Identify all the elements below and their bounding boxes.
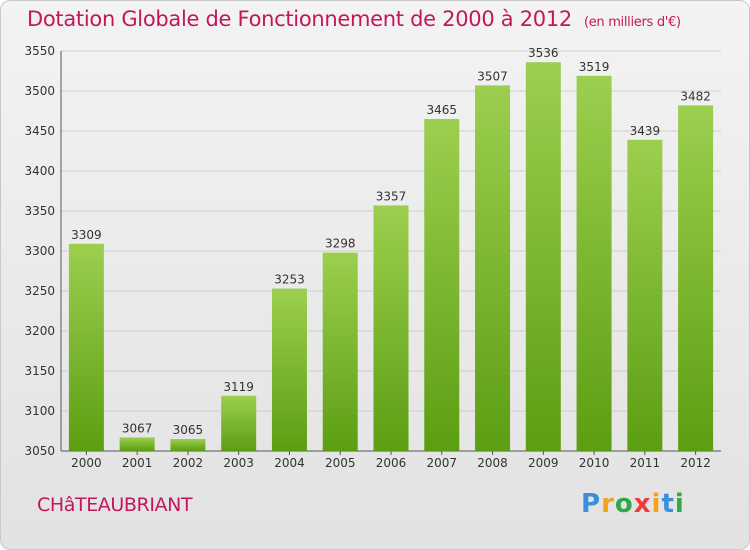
y-tick-label: 3050 bbox=[24, 444, 55, 458]
bar bbox=[576, 75, 612, 452]
x-tick-label: 2005 bbox=[325, 456, 356, 470]
logo-letter: P bbox=[581, 489, 602, 519]
bar bbox=[68, 243, 104, 451]
logo-letter: i bbox=[674, 489, 685, 519]
bar-value-label: 3507 bbox=[477, 69, 508, 83]
title-unit: (en milliers d'€) bbox=[583, 15, 681, 30]
y-tick-label: 3450 bbox=[24, 124, 55, 138]
bar-value-label: 3119 bbox=[223, 380, 254, 394]
bar-value-label: 3357 bbox=[376, 189, 407, 203]
y-tick-label: 3500 bbox=[24, 84, 55, 98]
chart-title: Dotation Globale de Fonctionnement de 20… bbox=[27, 7, 681, 31]
bar-value-label: 3482 bbox=[680, 89, 711, 103]
logo-letter: t bbox=[661, 489, 675, 519]
bar-value-label: 3439 bbox=[630, 124, 661, 138]
bar bbox=[221, 395, 257, 451]
x-tick-label: 2011 bbox=[630, 456, 661, 470]
y-tick-label: 3100 bbox=[24, 404, 55, 418]
bar bbox=[424, 119, 460, 451]
y-tick-label: 3200 bbox=[24, 324, 55, 338]
y-tick-labels: 3050 3100 3150 3200 3250 3300 3350 3400 3450 3500… bbox=[24, 44, 55, 458]
bar-value-label: 3519 bbox=[579, 60, 610, 74]
bar bbox=[475, 85, 511, 452]
bar bbox=[627, 139, 663, 452]
bar bbox=[322, 252, 358, 451]
x-tick-label: 2006 bbox=[376, 456, 407, 470]
x-tick-label: 2008 bbox=[477, 456, 508, 470]
logo-letter: r bbox=[601, 489, 615, 519]
y-tick-label: 3350 bbox=[24, 204, 55, 218]
bar-value-label: 3298 bbox=[325, 237, 356, 251]
y-tick-label: 3400 bbox=[24, 164, 55, 178]
bar bbox=[525, 62, 561, 451]
bar bbox=[678, 105, 714, 452]
value-labels: 3309 3067 3065 3119 3253 3298 3357 3465 3507 3536… bbox=[71, 46, 711, 437]
x-tick-label: 2003 bbox=[223, 456, 254, 470]
logo-letter: o bbox=[614, 489, 634, 519]
city-name: CHâTEAUBRIANT bbox=[37, 494, 193, 516]
x-tick-label: 2007 bbox=[426, 456, 457, 470]
bar bbox=[373, 205, 409, 451]
x-tick-label: 2001 bbox=[122, 456, 153, 470]
y-tick-label: 3300 bbox=[24, 244, 55, 258]
x-tick-label: 2012 bbox=[680, 456, 711, 470]
bars bbox=[68, 62, 714, 452]
y-tick-label: 3150 bbox=[24, 364, 55, 378]
title-text: Dotation Globale de Fonctionnement de 20… bbox=[27, 7, 572, 31]
bar-value-label: 3465 bbox=[426, 103, 457, 117]
proxiti-logo: Proxiti bbox=[581, 489, 685, 519]
x-tick-label: 2004 bbox=[274, 456, 305, 470]
bar-value-label: 3067 bbox=[122, 421, 153, 435]
bar bbox=[170, 439, 206, 451]
bar-value-label: 3065 bbox=[173, 423, 204, 437]
bar-value-label: 3253 bbox=[274, 273, 305, 287]
x-tick-labels: 2000 2001 2002 2003 2004 2005 2006 2007 2008 2009… bbox=[71, 456, 711, 470]
y-tick-label: 3550 bbox=[24, 44, 55, 58]
y-tick-label: 3250 bbox=[24, 284, 55, 298]
bar-value-label: 3309 bbox=[71, 228, 102, 242]
x-tick-label: 2009 bbox=[528, 456, 559, 470]
bar bbox=[271, 288, 307, 451]
x-tick-label: 2000 bbox=[71, 456, 102, 470]
logo-letter: i bbox=[651, 489, 662, 519]
logo-letter: x bbox=[633, 489, 652, 519]
bar bbox=[119, 437, 155, 451]
bar-value-label: 3536 bbox=[528, 46, 559, 60]
x-tick-label: 2010 bbox=[579, 456, 610, 470]
x-tick-label: 2002 bbox=[173, 456, 204, 470]
